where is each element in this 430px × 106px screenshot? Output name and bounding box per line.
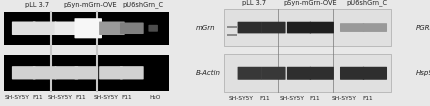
Text: PGRN: PGRN [415, 25, 430, 31]
Text: F11: F11 [76, 95, 86, 100]
Text: pU6shGrn_C: pU6shGrn_C [122, 1, 163, 8]
FancyBboxPatch shape [237, 22, 261, 33]
FancyBboxPatch shape [120, 22, 143, 34]
FancyBboxPatch shape [286, 22, 310, 33]
FancyBboxPatch shape [12, 66, 36, 80]
FancyBboxPatch shape [237, 67, 261, 80]
Text: SH-SY5Y: SH-SY5Y [228, 96, 253, 101]
FancyBboxPatch shape [33, 22, 56, 35]
Text: SH-SY5Y: SH-SY5Y [48, 95, 73, 100]
Text: F11: F11 [308, 96, 319, 101]
Text: SH-SY5Y: SH-SY5Y [4, 95, 29, 100]
FancyBboxPatch shape [339, 67, 363, 80]
FancyBboxPatch shape [362, 23, 386, 32]
FancyBboxPatch shape [55, 66, 78, 80]
FancyBboxPatch shape [99, 22, 124, 35]
Bar [224, 9, 390, 46]
Bar [227, 26, 237, 28]
Text: SH-SY5Y: SH-SY5Y [280, 96, 304, 101]
Bar [224, 54, 390, 92]
Text: pLL 3.7: pLL 3.7 [242, 0, 266, 6]
Text: F11: F11 [361, 96, 372, 101]
FancyBboxPatch shape [261, 67, 285, 80]
FancyBboxPatch shape [309, 67, 333, 80]
Text: SH-SY5Y: SH-SY5Y [93, 95, 118, 100]
FancyBboxPatch shape [99, 66, 123, 80]
Text: pLL 3.7: pLL 3.7 [25, 2, 49, 8]
Text: F11: F11 [121, 95, 132, 100]
Text: B-Actin: B-Actin [195, 70, 220, 76]
FancyBboxPatch shape [286, 67, 310, 80]
FancyBboxPatch shape [261, 22, 285, 33]
Text: F11: F11 [32, 95, 43, 100]
FancyBboxPatch shape [12, 22, 36, 35]
FancyBboxPatch shape [120, 66, 143, 80]
Text: F11: F11 [259, 96, 270, 101]
FancyBboxPatch shape [74, 18, 102, 38]
Text: pSyn-mGrn-OVE: pSyn-mGrn-OVE [64, 2, 117, 8]
FancyBboxPatch shape [74, 66, 98, 80]
Bar [4, 55, 169, 91]
Bar [227, 34, 237, 36]
Text: SH-SY5Y: SH-SY5Y [332, 96, 356, 101]
Text: Hsp90: Hsp90 [415, 70, 430, 76]
FancyBboxPatch shape [339, 23, 363, 32]
FancyBboxPatch shape [362, 67, 386, 80]
Text: pSyn-mGrn-OVE: pSyn-mGrn-OVE [283, 0, 336, 6]
Bar [4, 12, 169, 45]
Text: mGrn: mGrn [195, 25, 215, 31]
Text: H₂O: H₂O [149, 95, 160, 100]
FancyBboxPatch shape [55, 22, 78, 35]
FancyBboxPatch shape [309, 22, 333, 33]
Text: pU6shGrn_C: pU6shGrn_C [346, 0, 387, 6]
FancyBboxPatch shape [33, 66, 56, 80]
FancyBboxPatch shape [148, 25, 157, 32]
